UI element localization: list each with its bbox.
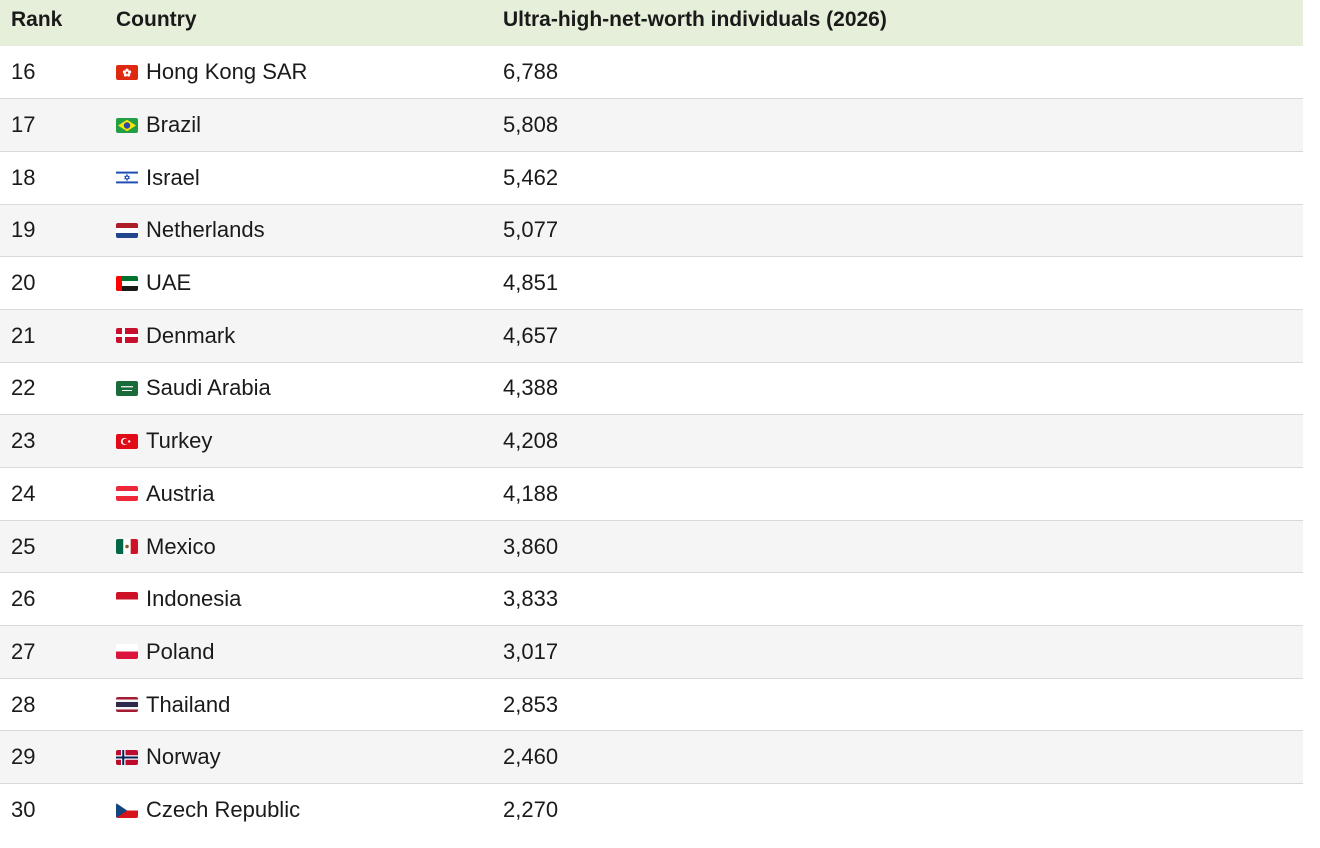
austria-flag-icon (116, 486, 138, 502)
table-row: 26 Indonesia 3,833 (0, 572, 1303, 626)
table-row: 21 Denmark 4,657 (0, 309, 1303, 363)
rank-cell: 27 (11, 638, 36, 664)
uhnwi-count-cell: 3,017 (503, 638, 559, 664)
table-row: 20 UAE 4,851 (0, 256, 1303, 310)
country-name: Hong Kong SAR (146, 59, 308, 85)
rank-cell: 23 (11, 428, 36, 454)
rank-cell: 24 (11, 480, 36, 506)
country-name: Netherlands (146, 217, 265, 243)
ranking-table-container: Rank Country Ultra-high-net-worth indivi… (0, 0, 1303, 837)
header-rank[interactable]: Rank (11, 8, 63, 31)
country-cell: Norway (104, 731, 491, 784)
poland-flag-icon (116, 644, 138, 660)
rank-cell: 22 (11, 375, 36, 401)
table-row: 24 Austria 4,188 (0, 467, 1303, 521)
uhnwi-count-cell: 5,077 (503, 217, 559, 243)
table-row: 28 Thailand 2,853 (0, 678, 1303, 731)
table-row: 16 Hong Kong SAR 6,788 (0, 46, 1303, 99)
uhnwi-count-cell: 2,270 (503, 797, 559, 823)
table-header-row: Rank Country Ultra-high-net-worth indivi… (0, 0, 1303, 46)
uhnwi-count-cell: 3,833 (503, 586, 559, 612)
country-cell: Poland (104, 626, 491, 679)
country-cell: Brazil (104, 99, 491, 152)
norway-flag-icon (116, 749, 138, 765)
rank-cell: 16 (11, 59, 36, 85)
country-name: Indonesia (146, 586, 242, 612)
country-name: Czech Republic (146, 797, 301, 823)
country-name: Norway (146, 744, 221, 770)
country-cell: Denmark (104, 309, 491, 362)
rank-cell: 19 (11, 217, 36, 243)
rank-cell: 29 (11, 744, 36, 770)
denmark-flag-icon (116, 328, 138, 344)
uhnwi-ranking-table: Rank Country Ultra-high-net-worth indivi… (0, 0, 1303, 837)
uhnwi-count-cell: 4,851 (503, 270, 559, 296)
uhnwi-count-cell: 5,462 (503, 164, 559, 190)
indonesia-flag-icon (116, 591, 138, 607)
country-name: Saudi Arabia (146, 375, 271, 401)
table-row: 17 Brazil 5,808 (0, 98, 1303, 152)
country-name: Denmark (146, 322, 236, 348)
table-row: 23 Turkey 4,208 (0, 414, 1303, 468)
country-name: Mexico (146, 533, 216, 559)
czech-republic-flag-icon (116, 802, 138, 818)
netherlands-flag-icon (116, 222, 138, 238)
country-name: Austria (146, 480, 215, 506)
country-cell: Israel (104, 151, 491, 204)
uhnwi-count-cell: 2,853 (503, 691, 559, 717)
country-cell: Indonesia (104, 573, 491, 626)
rank-cell: 17 (11, 112, 36, 138)
table-row: 18 Israel 5,462 (0, 151, 1303, 205)
rank-cell: 21 (11, 322, 36, 348)
table-row: 29 Norway 2,460 (0, 730, 1303, 784)
uhnwi-count-cell: 4,208 (503, 428, 559, 454)
table-row: 30 Czech Republic 2,270 (0, 783, 1303, 837)
country-cell: Saudi Arabia (104, 362, 491, 415)
country-cell: Mexico (104, 520, 491, 573)
country-name: Turkey (146, 428, 213, 454)
country-name: Brazil (146, 112, 202, 138)
country-cell: Thailand (104, 678, 491, 731)
rank-cell: 18 (11, 164, 36, 190)
country-cell: Netherlands (104, 204, 491, 257)
uhnwi-count-cell: 4,657 (503, 322, 559, 348)
thailand-flag-icon (116, 697, 138, 713)
uhnwi-count-cell: 2,460 (503, 744, 559, 770)
hong-kong-flag-icon (116, 64, 138, 80)
country-name: Thailand (146, 691, 231, 717)
country-name: Poland (146, 638, 215, 664)
israel-flag-icon (116, 170, 138, 186)
rank-cell: 28 (11, 691, 36, 717)
uhnwi-count-cell: 5,808 (503, 112, 559, 138)
uae-flag-icon (116, 275, 138, 291)
country-name: UAE (146, 270, 192, 296)
country-cell: Turkey (104, 415, 491, 468)
brazil-flag-icon (116, 117, 138, 133)
uhnwi-count-cell: 4,388 (503, 375, 559, 401)
rank-cell: 30 (11, 797, 36, 823)
table-row: 19 Netherlands 5,077 (0, 204, 1303, 257)
rank-cell: 25 (11, 533, 36, 559)
country-cell: Hong Kong SAR (104, 46, 491, 99)
header-country[interactable]: Country (116, 8, 197, 31)
table-row: 27 Poland 3,017 (0, 625, 1303, 679)
rank-cell: 20 (11, 270, 36, 296)
table-row: 25 Mexico 3,860 (0, 520, 1303, 573)
country-cell: UAE (104, 257, 491, 310)
saudi-arabia-flag-icon (116, 380, 138, 396)
uhnwi-count-cell: 3,860 (503, 533, 559, 559)
header-uhnwi-count[interactable]: Ultra-high-net-worth individuals (2026) (503, 8, 887, 31)
country-name: Israel (146, 164, 200, 190)
turkey-flag-icon (116, 433, 138, 449)
uhnwi-count-cell: 6,788 (503, 59, 559, 85)
country-cell: Czech Republic (104, 784, 491, 837)
uhnwi-count-cell: 4,188 (503, 480, 559, 506)
country-cell: Austria (104, 468, 491, 521)
rank-cell: 26 (11, 586, 36, 612)
table-row: 22 Saudi Arabia 4,388 (0, 362, 1303, 415)
mexico-flag-icon (116, 539, 138, 555)
